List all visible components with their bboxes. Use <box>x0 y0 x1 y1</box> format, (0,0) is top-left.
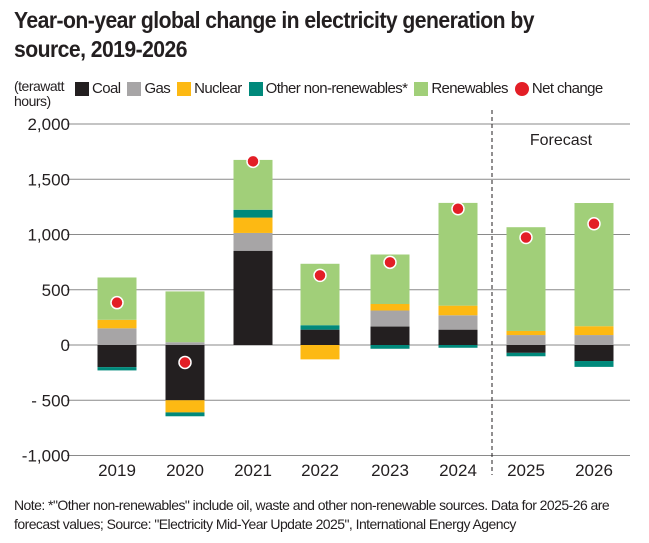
legend-item: Nuclear <box>177 80 242 97</box>
y-tick-label: -1,000 <box>22 447 70 466</box>
bar-segment-nuclear <box>165 400 205 413</box>
net-change-point <box>519 230 533 245</box>
x-tick-label: 2021 <box>234 461 272 480</box>
legend-swatch <box>248 81 263 96</box>
legend-item: Other non-renewables* <box>248 80 408 97</box>
bar-segment-nuclear <box>438 305 478 316</box>
bar-segment-nuclear <box>370 304 410 311</box>
x-tick-label: 2020 <box>166 461 204 480</box>
bar-segment-gas <box>165 342 205 345</box>
y-axis-label: (terawatt hours) <box>14 78 64 109</box>
y-tick-label: 0 <box>61 336 70 355</box>
legend-item: Coal <box>75 80 121 97</box>
chart-title: Year-on-year global change in electricit… <box>14 7 535 62</box>
y-tick-label: 1,500 <box>27 170 70 189</box>
legend-label: Renewables <box>431 80 508 97</box>
bar-segment-other-non-renewables <box>370 345 410 349</box>
bar-segment-renewables <box>165 291 205 343</box>
bar-segment-other-non-renewables <box>300 325 340 330</box>
net-change-point <box>246 154 260 169</box>
y-tick-label: 1,000 <box>27 226 70 245</box>
bar-segment-coal <box>506 345 546 353</box>
net-change-point <box>587 217 601 231</box>
legend-swatch <box>75 81 89 96</box>
bar-segment-gas <box>438 315 478 330</box>
bar-segment-renewables <box>506 227 546 331</box>
legend-item: Gas <box>127 80 171 97</box>
bar-segment-renewables <box>438 202 478 306</box>
legend-label: Nuclear <box>194 80 242 97</box>
net-change-point <box>110 295 124 310</box>
bar-segment-other-non-renewables <box>165 412 205 417</box>
bar-segment-gas <box>574 335 614 345</box>
bar-segment-gas <box>506 335 546 345</box>
footnote: Note: *"Other non-renewables" include oi… <box>14 497 610 532</box>
bar-segment-coal <box>300 329 340 345</box>
bar-segment-nuclear <box>233 217 273 233</box>
legend: Coal Gas Nuclear Other non-renewables* Renew… <box>75 80 610 97</box>
bar-segment-other-non-renewables <box>233 209 273 218</box>
bar-segment-coal <box>165 345 205 401</box>
x-tick-label: 2022 <box>301 461 339 480</box>
legend-label: Gas <box>144 80 171 97</box>
legend-item: Renewables <box>414 80 508 97</box>
bar-segment-other-non-renewables <box>438 345 478 348</box>
bar-segment-gas <box>97 328 137 345</box>
bar-segment-renewables <box>233 159 273 210</box>
net-change-point <box>313 268 327 283</box>
legend-item: Net change <box>514 80 603 97</box>
bar-segment-coal <box>438 329 478 345</box>
legend-swatch <box>127 81 142 96</box>
forecast-label: Forecast <box>530 132 593 149</box>
bar-segment-other-non-renewables <box>97 367 137 371</box>
bar-segment-nuclear <box>506 330 546 336</box>
bar-segment-coal <box>370 326 410 345</box>
bar-segment-coal <box>233 250 273 345</box>
net-change-point <box>178 355 192 370</box>
net-change-point <box>451 202 465 216</box>
y-tick-label: - 500 <box>31 391 70 410</box>
bar-segment-nuclear <box>300 345 340 360</box>
bar-segment-coal <box>97 345 137 368</box>
x-tick-label: 2023 <box>371 461 409 480</box>
legend-label: Coal <box>92 80 121 97</box>
bar-segment-nuclear <box>97 319 137 329</box>
y-tick-label: 500 <box>42 281 70 300</box>
x-tick-label: 2026 <box>575 461 613 480</box>
legend-swatch <box>177 81 192 96</box>
x-tick-label: 2025 <box>507 461 545 480</box>
bar-segment-coal <box>574 345 614 362</box>
bar-segment-gas <box>370 310 410 327</box>
legend-label: Net change <box>531 80 603 97</box>
bar-segment-gas <box>233 232 273 251</box>
legend-swatch <box>414 81 429 96</box>
x-tick-label: 2024 <box>439 461 477 480</box>
legend-label: Other non-renewables* <box>265 80 408 97</box>
net-change-point <box>383 255 397 270</box>
y-tick-label: 2,000 <box>27 115 70 134</box>
legend-swatch <box>514 81 529 96</box>
x-tick-label: 2019 <box>98 461 136 480</box>
bar-segment-other-non-renewables <box>574 361 614 367</box>
bar-segment-other-non-renewables <box>506 352 546 357</box>
bar-segment-nuclear <box>574 326 614 336</box>
